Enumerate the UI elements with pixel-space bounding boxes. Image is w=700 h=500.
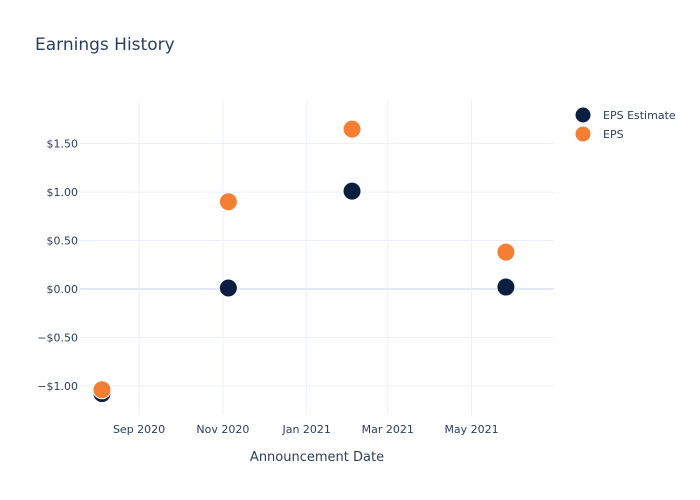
legend-label[interactable]: EPS bbox=[603, 128, 624, 141]
x-tick-label: Jan 2021 bbox=[281, 423, 330, 436]
y-tick-label: $0.00 bbox=[47, 283, 79, 296]
grid bbox=[80, 100, 554, 415]
data-point-eps-estimate[interactable] bbox=[496, 277, 516, 297]
y-tick-label: $1.50 bbox=[47, 138, 79, 151]
data-points bbox=[92, 119, 516, 404]
data-point-eps-estimate[interactable] bbox=[218, 278, 238, 298]
legend-label[interactable]: EPS Estimate bbox=[603, 109, 676, 122]
legend-marker bbox=[575, 107, 591, 123]
legend: EPS Estimate EPS bbox=[575, 107, 676, 142]
data-point-eps[interactable] bbox=[342, 119, 362, 139]
x-axis-ticks: Sep 2020 Nov 2020 Jan 2021 Mar 2021 May 2021 bbox=[113, 423, 499, 436]
x-tick-label: Sep 2020 bbox=[113, 423, 165, 436]
x-tick-label: Nov 2020 bbox=[196, 423, 249, 436]
data-point-eps[interactable] bbox=[92, 380, 112, 400]
legend-marker bbox=[575, 126, 591, 142]
data-point-eps[interactable] bbox=[496, 242, 516, 262]
data-point-eps[interactable] bbox=[218, 192, 238, 212]
x-axis-title: Announcement Date bbox=[250, 450, 384, 465]
y-tick-label: −$0.50 bbox=[37, 331, 78, 344]
data-point-eps-estimate[interactable] bbox=[342, 181, 362, 201]
y-tick-label: −$1.00 bbox=[37, 380, 78, 393]
y-tick-label: $0.50 bbox=[47, 235, 79, 248]
chart-title: Earnings History bbox=[35, 35, 175, 55]
y-axis-ticks: −$1.00 −$0.50 $0.00 $0.50 $1.00 $1.50 bbox=[37, 138, 78, 393]
y-tick-label: $1.00 bbox=[47, 186, 79, 199]
x-tick-label: Mar 2021 bbox=[362, 423, 414, 436]
x-tick-label: May 2021 bbox=[444, 423, 498, 436]
